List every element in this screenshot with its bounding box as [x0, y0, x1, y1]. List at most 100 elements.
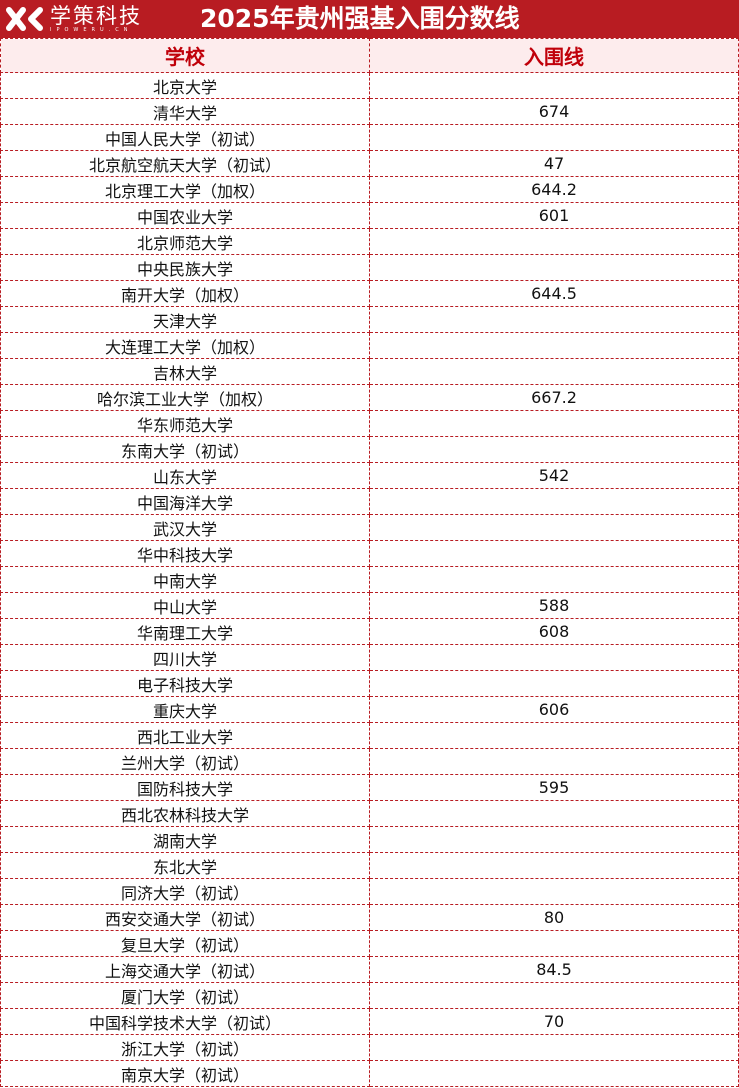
table-header: 学校 入围线 — [0, 38, 739, 73]
score-cell — [369, 72, 739, 99]
school-cell: 南京大学（初试） — [0, 1060, 370, 1087]
school-cell: 厦门大学（初试） — [0, 982, 370, 1009]
score-cell — [369, 852, 739, 879]
score-cell — [369, 800, 739, 827]
school-cell: 北京理工大学（加权） — [0, 176, 370, 203]
score-cell — [369, 488, 739, 515]
table-row: 东北大学 — [0, 852, 739, 879]
header-score: 入围线 — [369, 38, 739, 73]
header-school: 学校 — [0, 38, 370, 73]
score-cell — [369, 982, 739, 1009]
score-cell: 608 — [369, 618, 739, 645]
table-row: 武汉大学 — [0, 514, 739, 541]
score-cell: 644.2 — [369, 176, 739, 203]
table-row: 浙江大学（初试） — [0, 1034, 739, 1061]
table-row: 北京航空航天大学（初试） 47 — [0, 150, 739, 177]
school-cell: 吉林大学 — [0, 358, 370, 385]
score-cell — [369, 332, 739, 359]
school-cell: 兰州大学（初试） — [0, 748, 370, 775]
score-cell: 47 — [369, 150, 739, 177]
score-cell — [369, 358, 739, 385]
table-row: 湖南大学 — [0, 826, 739, 853]
table-row: 中山大学 588 — [0, 592, 739, 619]
logo-name: 学策科技 — [50, 3, 142, 28]
score-cell: 80 — [369, 904, 739, 931]
school-cell: 南开大学（加权） — [0, 280, 370, 307]
score-cell — [369, 436, 739, 463]
score-cell — [369, 228, 739, 255]
logo: 学策科技 IPOWERU.CN — [6, 3, 142, 35]
school-cell: 同济大学（初试） — [0, 878, 370, 905]
table-row: 重庆大学 606 — [0, 696, 739, 723]
score-cell: 70 — [369, 1008, 739, 1035]
score-cell — [369, 722, 739, 749]
score-cell — [369, 306, 739, 333]
school-cell: 中国农业大学 — [0, 202, 370, 229]
school-cell: 山东大学 — [0, 462, 370, 489]
school-cell: 北京航空航天大学（初试） — [0, 150, 370, 177]
table-row: 西北农林科技大学 — [0, 800, 739, 827]
school-cell: 华中科技大学 — [0, 540, 370, 567]
table-row: 四川大学 — [0, 644, 739, 671]
table-row: 中国农业大学 601 — [0, 202, 739, 229]
title-banner: 学策科技 IPOWERU.CN 2025年贵州强基入围分数线 — [0, 0, 739, 38]
table-row: 兰州大学（初试） — [0, 748, 739, 775]
score-cell — [369, 670, 739, 697]
school-cell: 华南理工大学 — [0, 618, 370, 645]
score-cell — [369, 878, 739, 905]
table-row: 山东大学 542 — [0, 462, 739, 489]
school-cell: 武汉大学 — [0, 514, 370, 541]
table-row: 中国海洋大学 — [0, 488, 739, 515]
table-row: 同济大学（初试） — [0, 878, 739, 905]
table-row: 南京大学（初试） — [0, 1060, 739, 1087]
score-cell: 588 — [369, 592, 739, 619]
school-cell: 大连理工大学（加权） — [0, 332, 370, 359]
score-cell: 644.5 — [369, 280, 739, 307]
score-cell — [369, 930, 739, 957]
score-cell — [369, 1034, 739, 1061]
table-row: 清华大学 674 — [0, 98, 739, 125]
table-row: 西安交通大学（初试） 80 — [0, 904, 739, 931]
score-cell: 595 — [369, 774, 739, 801]
school-cell: 上海交通大学（初试） — [0, 956, 370, 983]
score-cell — [369, 124, 739, 151]
school-cell: 国防科技大学 — [0, 774, 370, 801]
score-cell — [369, 410, 739, 437]
table-row: 复旦大学（初试） — [0, 930, 739, 957]
table-row: 中南大学 — [0, 566, 739, 593]
table-row: 电子科技大学 — [0, 670, 739, 697]
table-row: 华南理工大学 608 — [0, 618, 739, 645]
school-cell: 四川大学 — [0, 644, 370, 671]
score-cell: 601 — [369, 202, 739, 229]
school-cell: 中山大学 — [0, 592, 370, 619]
school-cell: 华东师范大学 — [0, 410, 370, 437]
school-cell: 电子科技大学 — [0, 670, 370, 697]
table-row: 中国人民大学（初试） — [0, 124, 739, 151]
score-cell — [369, 826, 739, 853]
score-cell — [369, 748, 739, 775]
table-row: 北京理工大学（加权） 644.2 — [0, 176, 739, 203]
score-cell — [369, 1060, 739, 1087]
score-cell — [369, 254, 739, 281]
school-cell: 东南大学（初试） — [0, 436, 370, 463]
page-title: 2025年贵州强基入围分数线 — [200, 4, 520, 33]
table-row: 南开大学（加权） 644.5 — [0, 280, 739, 307]
school-cell: 西安交通大学（初试） — [0, 904, 370, 931]
table-row: 大连理工大学（加权） — [0, 332, 739, 359]
school-cell: 中央民族大学 — [0, 254, 370, 281]
school-cell: 东北大学 — [0, 852, 370, 879]
school-cell: 浙江大学（初试） — [0, 1034, 370, 1061]
table-row: 中央民族大学 — [0, 254, 739, 281]
table-row: 东南大学（初试） — [0, 436, 739, 463]
school-cell: 哈尔滨工业大学（加权） — [0, 384, 370, 411]
school-cell: 北京大学 — [0, 72, 370, 99]
table-row: 厦门大学（初试） — [0, 982, 739, 1009]
score-cell: 674 — [369, 98, 739, 125]
score-cell — [369, 644, 739, 671]
score-cell — [369, 566, 739, 593]
table-row: 哈尔滨工业大学（加权） 667.2 — [0, 384, 739, 411]
score-cell: 606 — [369, 696, 739, 723]
logo-icon — [6, 7, 43, 31]
school-cell: 复旦大学（初试） — [0, 930, 370, 957]
table-row: 吉林大学 — [0, 358, 739, 385]
